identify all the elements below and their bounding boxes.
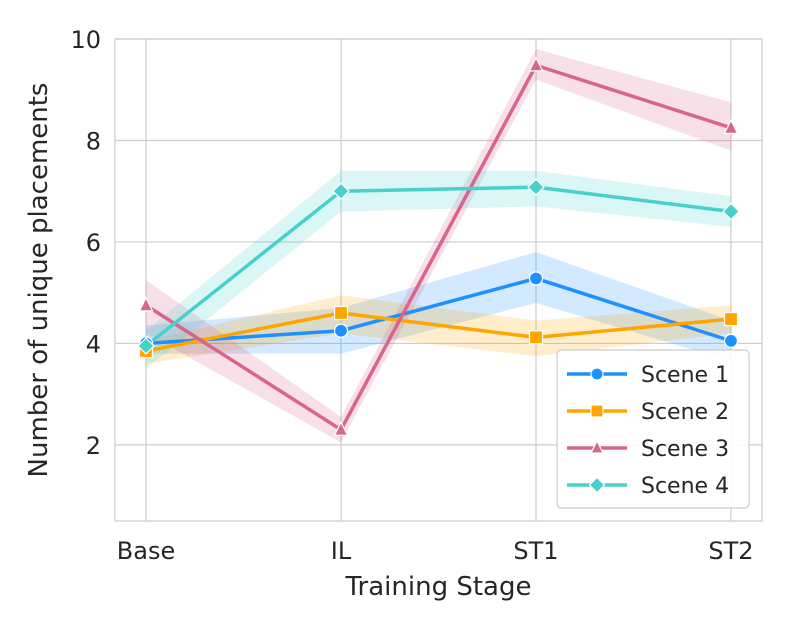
legend-marker-scene-1 — [590, 367, 604, 381]
y-tick-label: 4 — [86, 330, 101, 358]
line-scene-3 — [144, 63, 733, 432]
legend-label-scene-4: Scene 4 — [641, 474, 729, 499]
legend: Scene 1 Scene 2 Scene 3 Scene 4 — [556, 349, 750, 509]
y-axis-label: Number of unique placements — [24, 83, 54, 478]
line-scene-1 — [144, 276, 733, 346]
legend-label-scene-2: Scene 2 — [641, 400, 729, 425]
point-scene-4-il — [332, 182, 350, 201]
point-scene-2-st1 — [528, 330, 544, 345]
y-tick-label: 6 — [86, 229, 101, 257]
y-tick-labels: 2 4 6 8 10 — [70, 26, 101, 460]
plot-area-frame — [114, 38, 763, 522]
point-scene-4-base — [137, 337, 155, 355]
y-tick-label: 8 — [86, 127, 101, 155]
legend-label-scene-3: Scene 3 — [641, 437, 729, 462]
band-scene-4 — [146, 170, 731, 369]
legend-marker-scene-3 — [590, 439, 604, 454]
point-scene-3-il — [333, 420, 349, 436]
legend-marker-scene-2 — [590, 404, 604, 418]
legend-label-scene-1: Scene 1 — [641, 363, 729, 388]
point-scene-4-st2 — [722, 202, 740, 221]
point-scene-2-st2 — [723, 311, 739, 327]
y-tick-label: 2 — [86, 432, 101, 460]
x-tick-label: IL — [331, 537, 352, 565]
series-lines — [144, 63, 733, 432]
point-scene-3-base — [138, 296, 154, 312]
legend-marker-scene-4 — [588, 476, 606, 494]
point-scene-4-st1 — [527, 178, 545, 197]
point-scene-3-st1 — [528, 56, 544, 72]
x-tick-labels: Base IL ST1 ST2 — [117, 537, 754, 565]
x-axis-label: Training Stage — [345, 572, 532, 602]
point-scene-2-il — [333, 305, 349, 321]
point-scene-1-st1 — [528, 271, 544, 286]
y-tick-label: 10 — [70, 26, 101, 54]
point-scene-1-il — [333, 323, 349, 338]
point-scene-1-st2 — [723, 333, 739, 348]
line-scene-2 — [144, 311, 733, 353]
band-scene-2 — [146, 295, 731, 364]
point-scene-3-st2 — [723, 118, 739, 134]
x-tick-label: Base — [117, 537, 175, 565]
legend-box — [556, 349, 750, 509]
x-tick-label: ST2 — [708, 537, 753, 565]
x-tick-label: ST1 — [513, 537, 558, 565]
line-scene-4 — [144, 185, 733, 348]
series-markers — [137, 56, 740, 436]
